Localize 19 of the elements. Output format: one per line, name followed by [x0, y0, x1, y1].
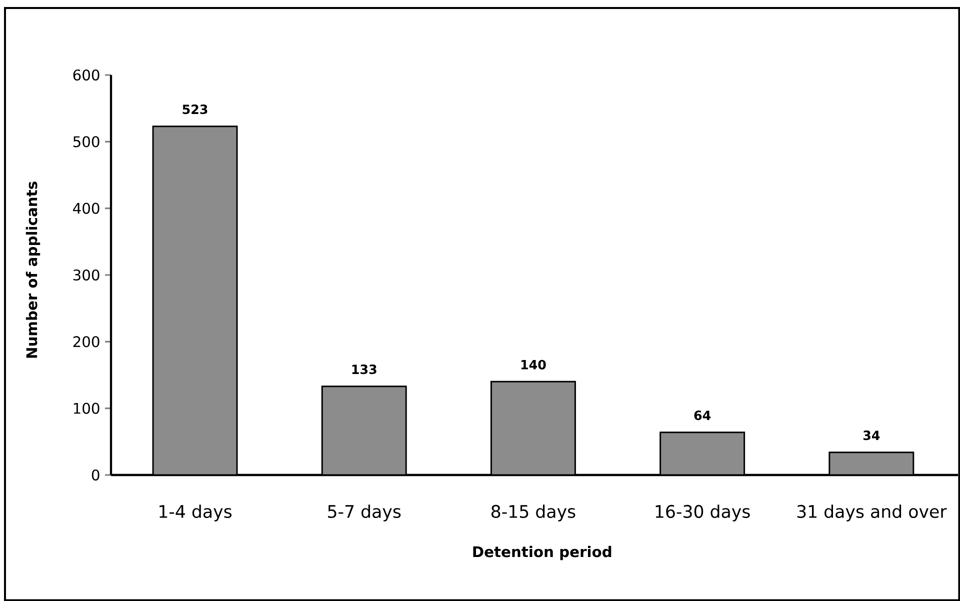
- y-tick-label: 0: [92, 469, 100, 481]
- data-label: 133: [352, 364, 376, 374]
- y-tick-label: 600: [73, 69, 100, 81]
- y-tick-label: 500: [73, 136, 100, 148]
- y-tick-label: 300: [73, 269, 100, 281]
- x-tick-label: 5-7 days: [328, 504, 401, 522]
- x-tick-label: 1-4 days: [160, 504, 232, 522]
- x-tick-label: 31 days and over: [797, 504, 947, 522]
- x-tick-label: 16-30 days: [656, 504, 750, 522]
- data-label: 140: [521, 360, 546, 370]
- y-axis-title: Number of applicants: [26, 182, 40, 358]
- y-tick-label: 200: [73, 336, 100, 348]
- x-axis-title: Detention period: [473, 546, 612, 560]
- x-tick-label: 8-15 days: [491, 504, 576, 522]
- data-label: 523: [182, 104, 208, 114]
- data-label: 34: [863, 430, 880, 440]
- data-label: 64: [694, 410, 711, 420]
- y-tick-label: 100: [74, 402, 100, 414]
- y-tick-label: 400: [73, 202, 100, 214]
